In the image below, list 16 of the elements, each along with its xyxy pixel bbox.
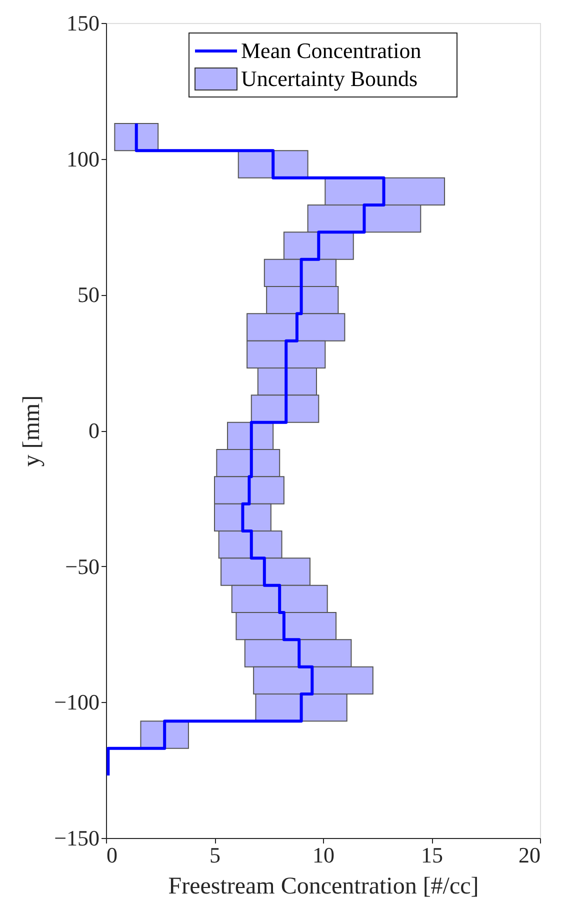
y-tick-label: 150 <box>66 10 100 36</box>
x-tick-label: 20 <box>518 842 540 868</box>
y-tick-label: 0 <box>88 418 100 443</box>
y-tick-label: 100 <box>66 146 100 172</box>
legend-label: Mean Concentration <box>241 38 422 63</box>
y-axis-title: y [mm] <box>19 395 46 467</box>
x-tick-label: 0 <box>106 842 118 868</box>
y-tick-label: −100 <box>54 690 100 715</box>
x-tick-label: 15 <box>421 842 443 868</box>
y-tick-label: 50 <box>78 282 100 308</box>
x-tick-label: 5 <box>210 842 220 868</box>
y-tick-label: −50 <box>65 554 100 579</box>
legend-label: Uncertainty Bounds <box>241 66 418 91</box>
x-tick-label: 10 <box>312 842 334 868</box>
x-axis-title: Freestream Concentration [#/cc] <box>168 874 479 900</box>
y-tick-label: −150 <box>54 826 100 850</box>
